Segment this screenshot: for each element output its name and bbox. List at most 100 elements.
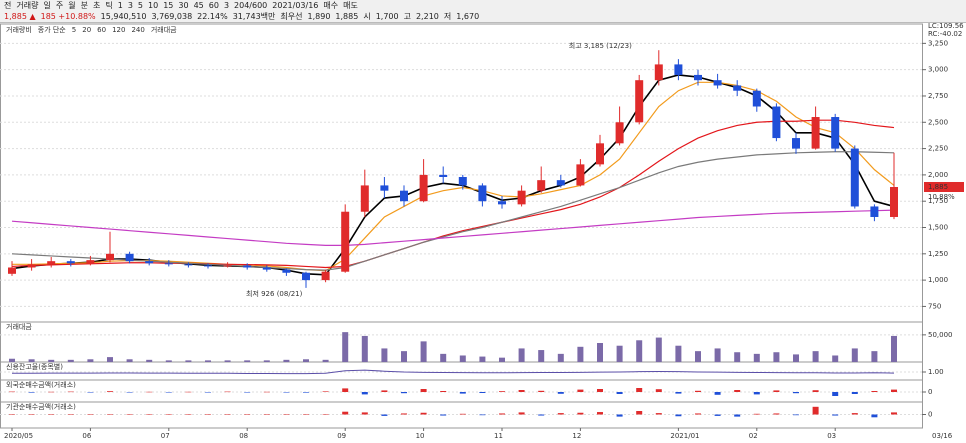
- candle-body: [576, 164, 585, 186]
- candle-body: [439, 174, 448, 177]
- x-tick-label: 06: [82, 432, 91, 440]
- bar: [891, 389, 897, 392]
- bar: [714, 414, 721, 416]
- y-tick-label: 3,000: [928, 66, 948, 74]
- toolbar-item[interactable]: 31,743백만: [232, 12, 276, 21]
- bar: [322, 391, 329, 392]
- toolbar-item[interactable]: 5: [137, 1, 143, 10]
- bar: [303, 414, 309, 415]
- toolbar-item[interactable]: 전: [4, 1, 12, 10]
- bar: [107, 357, 113, 362]
- y-tick-label: 1,000: [928, 276, 948, 284]
- bar: [793, 354, 799, 362]
- bar: [440, 391, 447, 392]
- candle-body: [537, 180, 546, 191]
- bar: [67, 414, 74, 415]
- panel-title: 거래대금: [6, 322, 32, 331]
- toolbar-item[interactable]: 고: [403, 12, 411, 21]
- toolbar-item[interactable]: 저: [443, 12, 452, 21]
- toolbar-item[interactable]: 30: [178, 1, 189, 10]
- last-price-box: [924, 181, 964, 192]
- bar: [303, 359, 309, 362]
- bar: [48, 359, 55, 362]
- candle-body: [635, 80, 644, 123]
- toolbar-item[interactable]: 일: [43, 1, 51, 10]
- toolbar-item[interactable]: 월: [68, 1, 76, 10]
- toolbar-item[interactable]: 거래량: [16, 1, 39, 10]
- x-tick-label: 08: [239, 432, 248, 440]
- toolbar-item[interactable]: 매수: [323, 1, 339, 10]
- toolbar: 전 거래량 일 주 월 분 초 틱 1 3 5 10 15 30 45 60 3 204/600 2021/03/1…: [0, 0, 966, 23]
- toolbar-item[interactable]: 1,885 ▲: [4, 12, 36, 21]
- toolbar-item[interactable]: 3: [127, 1, 133, 10]
- toolbar-item[interactable]: 2021/03/16: [272, 1, 319, 10]
- bar: [675, 414, 682, 417]
- candle-body: [47, 261, 56, 265]
- toolbar-row: 1,885 ▲ 185 +10.88% 15,940,510 3,769,038 22.…: [0, 11, 966, 22]
- corner-label: RC:-40.02: [928, 30, 962, 38]
- toolbar-item[interactable]: 185 +10.88%: [40, 12, 96, 21]
- candle-body: [125, 253, 134, 262]
- toolbar-item[interactable]: 3,769,038: [151, 12, 193, 21]
- toolbar-item[interactable]: 10: [148, 1, 159, 10]
- toolbar-item[interactable]: 분: [80, 1, 88, 10]
- toolbar-item[interactable]: 2,210: [415, 12, 439, 21]
- bar: [342, 411, 349, 415]
- toolbar-item[interactable]: 60: [208, 1, 219, 10]
- bar: [851, 413, 858, 415]
- bar: [773, 352, 780, 362]
- bar: [28, 414, 35, 415]
- toolbar-item[interactable]: 204/600: [234, 1, 268, 10]
- bar: [538, 414, 545, 416]
- toolbar-item[interactable]: 1,700: [375, 12, 399, 21]
- candle-body: [262, 267, 271, 270]
- bar: [9, 358, 15, 362]
- toolbar-item[interactable]: 1,890: [307, 12, 331, 21]
- bar: [871, 351, 878, 362]
- legend-label: 120: [112, 26, 125, 34]
- toolbar-item[interactable]: 15,940,510: [100, 12, 147, 21]
- bar: [224, 391, 231, 393]
- toolbar-item[interactable]: 시: [363, 12, 371, 21]
- toolbar-item[interactable]: 22.14%: [197, 12, 228, 21]
- candle-body: [772, 106, 781, 139]
- bar: [655, 337, 662, 362]
- bar: [165, 414, 172, 415]
- bar: [283, 414, 290, 415]
- bar: [695, 390, 701, 392]
- bar: [107, 414, 113, 415]
- bar: [773, 390, 780, 392]
- bar: [205, 360, 211, 362]
- toolbar-item[interactable]: 매도: [343, 1, 358, 10]
- toolbar-item[interactable]: 15: [163, 1, 174, 10]
- legend-label: 60: [97, 26, 106, 34]
- legend-label: 종가 단순: [38, 25, 67, 34]
- x-tick-label: 2020/05: [4, 432, 33, 440]
- candle-body: [282, 269, 291, 273]
- toolbar-item[interactable]: 1,885: [335, 12, 359, 21]
- bar: [734, 390, 741, 392]
- candle-body: [654, 64, 663, 81]
- bar: [851, 348, 858, 362]
- bar: [891, 335, 897, 362]
- bar: [126, 414, 133, 415]
- toolbar-item[interactable]: 1: [117, 1, 123, 10]
- bar: [440, 414, 447, 416]
- toolbar-item[interactable]: 3: [223, 1, 230, 10]
- bar: [518, 348, 525, 362]
- toolbar-item[interactable]: 45: [193, 1, 204, 10]
- toolbar-item[interactable]: 초: [92, 1, 101, 10]
- y-tick-label: 0: [928, 411, 932, 419]
- bar: [459, 413, 466, 415]
- toolbar-item[interactable]: 틱: [105, 1, 113, 10]
- toolbar-item[interactable]: 최우선: [280, 12, 303, 21]
- candle-body: [811, 117, 820, 149]
- line-series: [12, 81, 895, 272]
- bar: [146, 359, 153, 362]
- candle-body: [733, 85, 742, 91]
- toolbar-item[interactable]: 1,670: [456, 12, 480, 21]
- bar: [146, 391, 153, 393]
- x-tick-label: 09: [337, 432, 346, 440]
- x-tick-label: 07: [161, 432, 170, 440]
- toolbar-item[interactable]: 주: [55, 1, 64, 10]
